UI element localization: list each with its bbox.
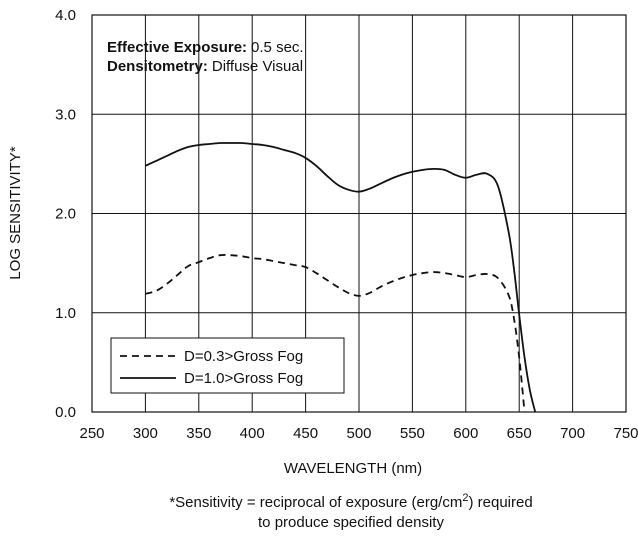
plot-frame bbox=[91, 14, 627, 413]
footnote-pre: *Sensitivity = reciprocal of exposure (e… bbox=[169, 494, 462, 511]
series-line-solid bbox=[145, 142, 537, 413]
densitometry-value: Diffuse Visual bbox=[212, 58, 303, 75]
x-tick-label: 750 bbox=[613, 425, 638, 442]
x-tick-label: 650 bbox=[507, 425, 532, 442]
exposure-label: Effective Exposure: bbox=[107, 39, 247, 56]
x-tick-label: 400 bbox=[240, 425, 265, 442]
footnote-line-1: *Sensitivity = reciprocal of exposure (e… bbox=[169, 492, 532, 511]
x-tick-label: 250 bbox=[79, 425, 104, 442]
grid bbox=[92, 15, 626, 412]
y-tick-label: 0.0 bbox=[55, 404, 76, 421]
x-tick-label: 300 bbox=[133, 425, 158, 442]
legend-box bbox=[110, 337, 345, 394]
series-lines bbox=[145, 142, 537, 413]
legend-entry-solid: D=1.0>Gross Fog bbox=[184, 370, 303, 387]
exposure-value: 0.5 sec. bbox=[251, 39, 304, 56]
x-axis-title: WAVELENGTH (nm) bbox=[284, 460, 422, 477]
x-tick-label: 550 bbox=[400, 425, 425, 442]
x-tick-label: 350 bbox=[186, 425, 211, 442]
y-tick-label: 3.0 bbox=[55, 106, 76, 123]
footnote-superscript: 2 bbox=[462, 492, 468, 504]
legend: D=0.3>Gross Fog D=1.0>Gross Fog bbox=[110, 337, 345, 394]
y-axis-title: LOG SENSITIVITY* bbox=[7, 146, 24, 280]
x-tick-label: 500 bbox=[346, 425, 371, 442]
x-tick-labels: 250 300 350 400 450 500 550 600 650 700 750 bbox=[79, 425, 638, 442]
exposure-annotation: Effective Exposure: 0.5 sec. bbox=[107, 39, 304, 56]
y-tick-label: 2.0 bbox=[55, 206, 76, 223]
x-tick-label: 600 bbox=[453, 425, 478, 442]
densitometry-annotation: Densitometry: Diffuse Visual bbox=[107, 58, 303, 75]
footnote-line-2: to produce specified density bbox=[258, 514, 444, 531]
footnote-post: ) required bbox=[468, 494, 532, 511]
series-line-dashed bbox=[145, 254, 526, 413]
x-tick-label: 450 bbox=[293, 425, 318, 442]
x-tick-label: 700 bbox=[560, 425, 585, 442]
legend-entry-dashed: D=0.3>Gross Fog bbox=[184, 348, 303, 365]
y-tick-label: 4.0 bbox=[55, 7, 76, 24]
y-tick-labels: 0.0 1.0 2.0 3.0 4.0 bbox=[55, 7, 76, 421]
densitometry-label: Densitometry: bbox=[107, 58, 208, 75]
y-tick-label: 1.0 bbox=[55, 305, 76, 322]
